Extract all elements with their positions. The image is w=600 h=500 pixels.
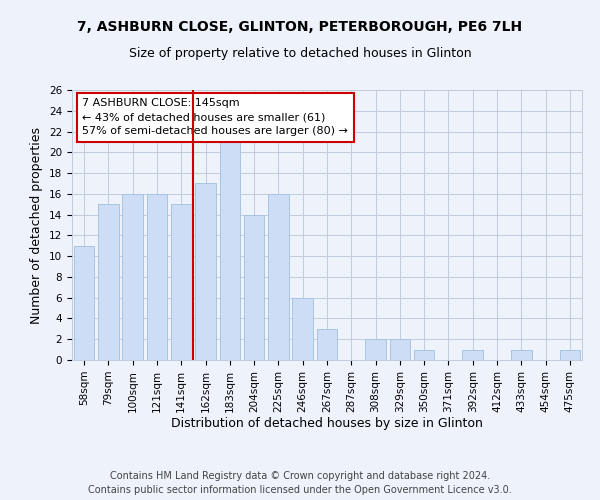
Bar — [74, 246, 94, 360]
Text: Contains HM Land Registry data © Crown copyright and database right 2024.
Contai: Contains HM Land Registry data © Crown c… — [88, 471, 512, 495]
Bar — [244, 214, 265, 360]
Bar — [98, 204, 119, 360]
Bar — [560, 350, 580, 360]
Bar — [414, 350, 434, 360]
Bar — [220, 142, 240, 360]
Bar — [171, 204, 191, 360]
Bar — [365, 339, 386, 360]
Text: Size of property relative to detached houses in Glinton: Size of property relative to detached ho… — [128, 48, 472, 60]
Bar — [511, 350, 532, 360]
Y-axis label: Number of detached properties: Number of detached properties — [31, 126, 43, 324]
Bar — [292, 298, 313, 360]
Bar — [122, 194, 143, 360]
X-axis label: Distribution of detached houses by size in Glinton: Distribution of detached houses by size … — [171, 418, 483, 430]
Bar — [389, 339, 410, 360]
Bar — [195, 184, 216, 360]
Bar — [146, 194, 167, 360]
Bar — [317, 329, 337, 360]
Text: 7, ASHBURN CLOSE, GLINTON, PETERBOROUGH, PE6 7LH: 7, ASHBURN CLOSE, GLINTON, PETERBOROUGH,… — [77, 20, 523, 34]
Text: 7 ASHBURN CLOSE: 145sqm
← 43% of detached houses are smaller (61)
57% of semi-de: 7 ASHBURN CLOSE: 145sqm ← 43% of detache… — [82, 98, 348, 136]
Bar — [268, 194, 289, 360]
Bar — [463, 350, 483, 360]
